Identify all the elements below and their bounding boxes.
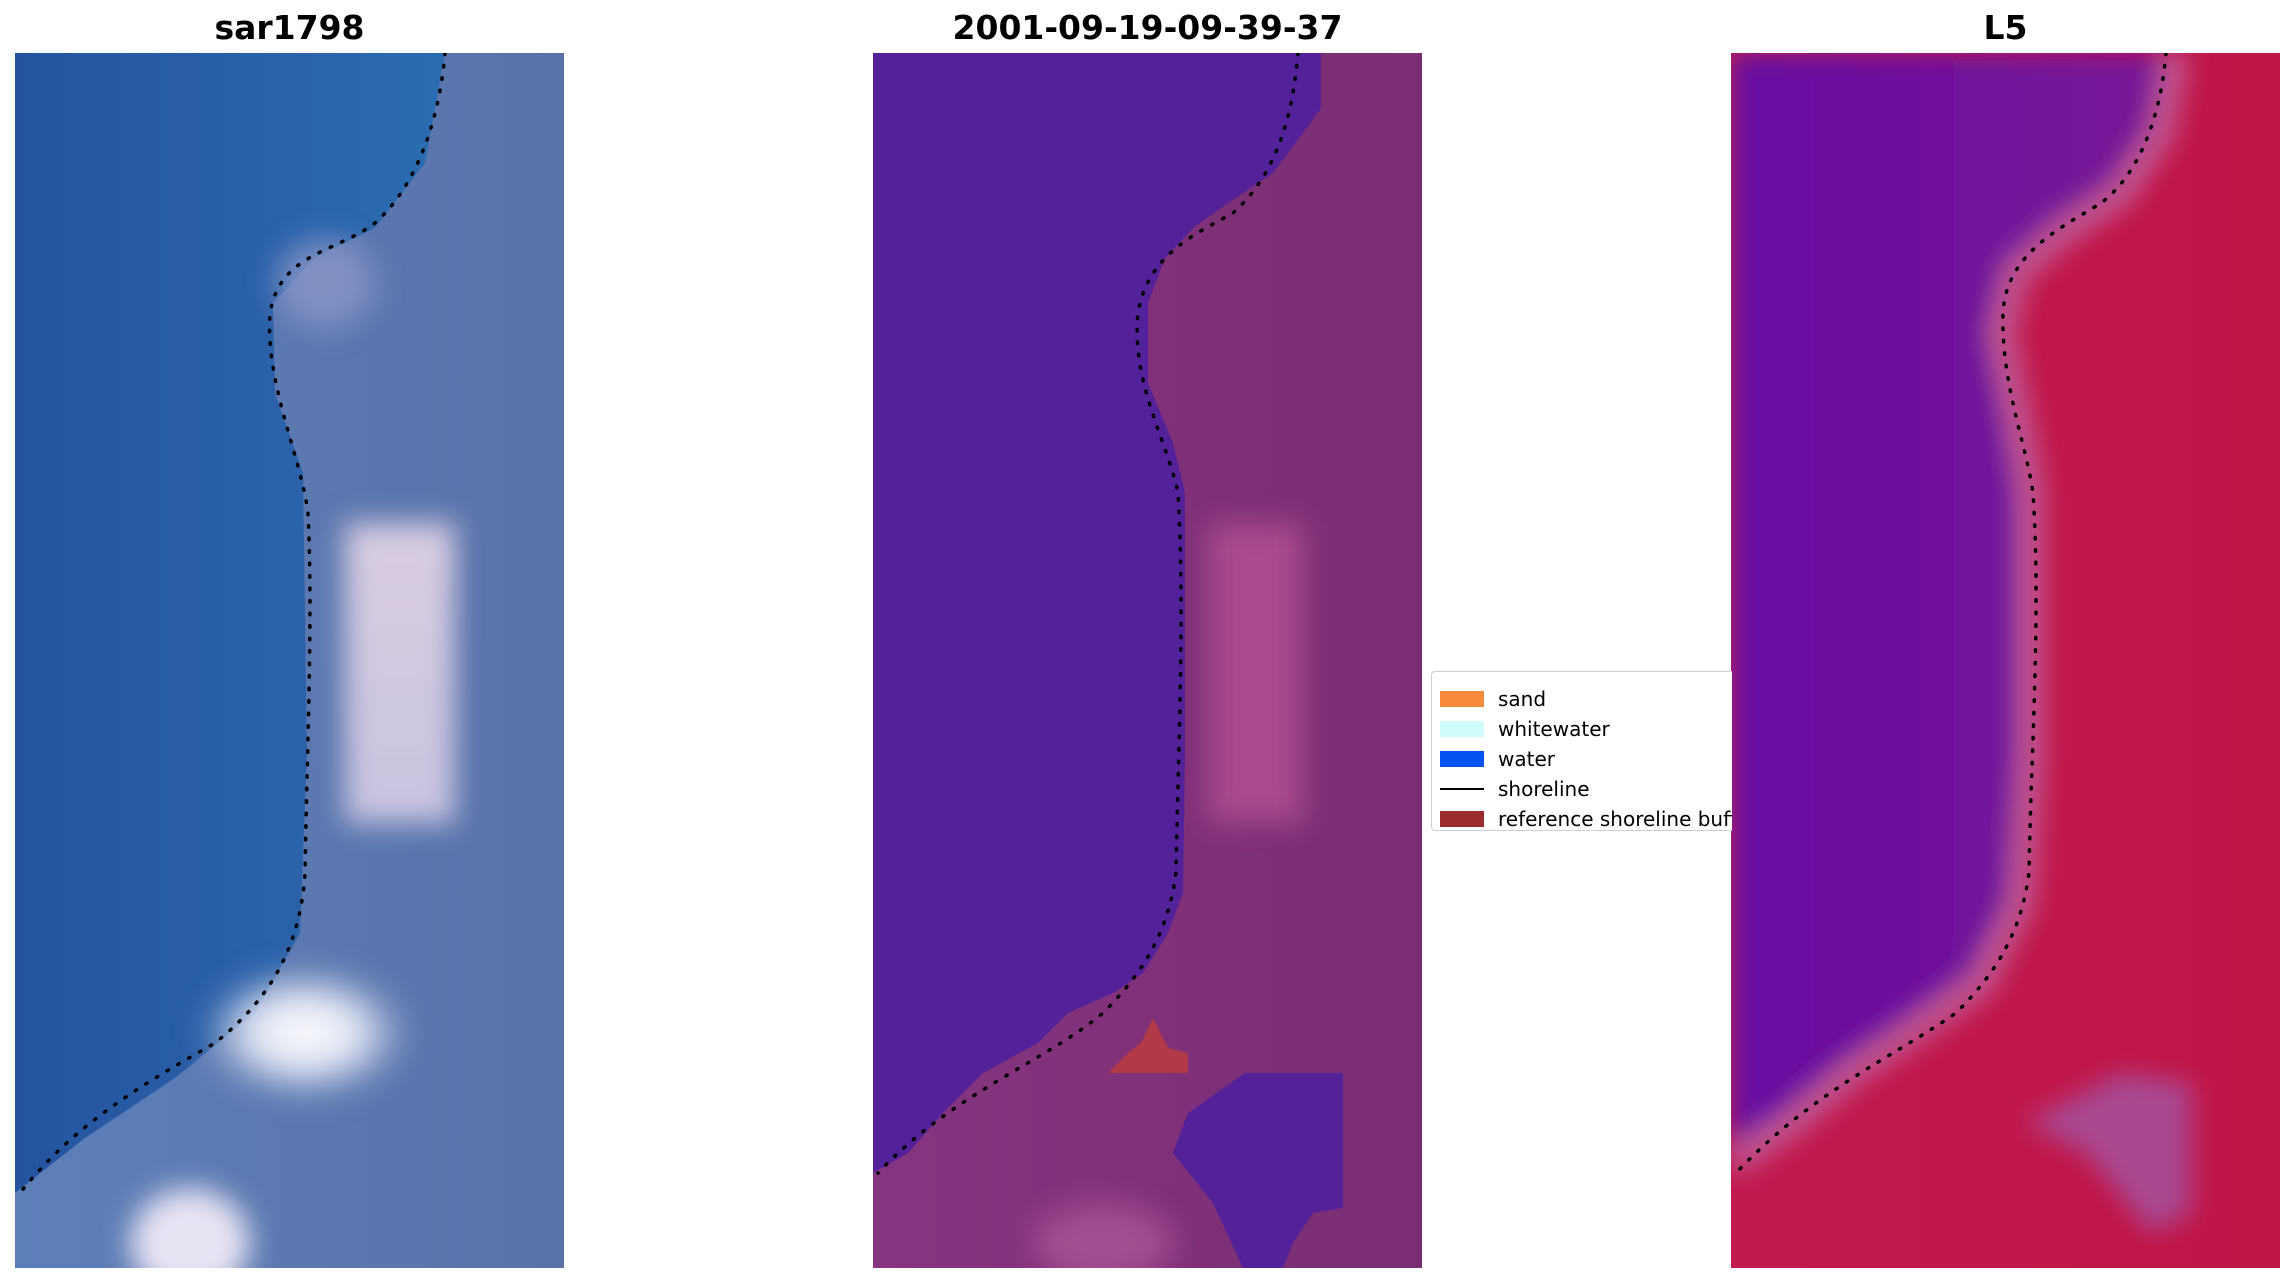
classified-image xyxy=(873,53,1422,1268)
legend: sand whitewater water shoreline referenc… xyxy=(1431,671,1732,831)
shoreline-line-swatch xyxy=(1440,788,1484,790)
shoreline xyxy=(18,53,447,1195)
classified-image-panel xyxy=(873,53,1422,1268)
legend-label-water: water xyxy=(1498,747,1555,771)
classified-water-channel xyxy=(1173,1073,1343,1268)
rgb-bright-bottom xyxy=(130,1188,250,1268)
whitewater-swatch xyxy=(1440,721,1484,737)
panel-title-rgb: sar1798 xyxy=(214,8,365,47)
legend-label-shoreline: shoreline xyxy=(1498,777,1590,801)
legend-item-whitewater: whitewater xyxy=(1432,714,1732,744)
legend-label-reference-buffer: reference shoreline buffer xyxy=(1498,807,1732,831)
legend-item-shoreline: shoreline xyxy=(1432,774,1732,804)
water-swatch xyxy=(1440,751,1484,767)
rgb-land-area xyxy=(15,53,564,1268)
panel-title-index: L5 xyxy=(1983,8,2028,47)
rgb-whitewater-patch xyxy=(195,963,415,1103)
index-image xyxy=(1731,53,2280,1268)
legend-item-reference-buffer: reference shoreline buffer xyxy=(1432,804,1732,831)
index-image-panel xyxy=(1731,53,2280,1268)
legend-label-whitewater: whitewater xyxy=(1498,717,1610,741)
index-transition-band xyxy=(1731,53,2190,1175)
reference-buffer-swatch xyxy=(1440,811,1484,827)
classified-water-area xyxy=(873,53,1321,1173)
legend-item-water: water xyxy=(1432,744,1732,774)
legend-label-sand: sand xyxy=(1498,687,1547,711)
panel-title-classified: 2001-09-19-09-39-37 xyxy=(952,8,1343,47)
rgb-image xyxy=(15,53,564,1268)
legend-item-sand: sand xyxy=(1432,684,1732,714)
classified-bright-patch xyxy=(1208,523,1303,823)
rgb-bright-patch xyxy=(345,523,455,823)
rgb-image-panel xyxy=(15,53,564,1268)
index-water-area xyxy=(1731,53,2176,1163)
sand-swatch xyxy=(1440,691,1484,707)
rgb-land-highlight xyxy=(275,238,375,328)
index-sandbar-patch xyxy=(2026,1073,2191,1233)
classified-buffer-patch xyxy=(1108,1018,1188,1073)
classified-bright-bottom xyxy=(1033,1203,1173,1268)
